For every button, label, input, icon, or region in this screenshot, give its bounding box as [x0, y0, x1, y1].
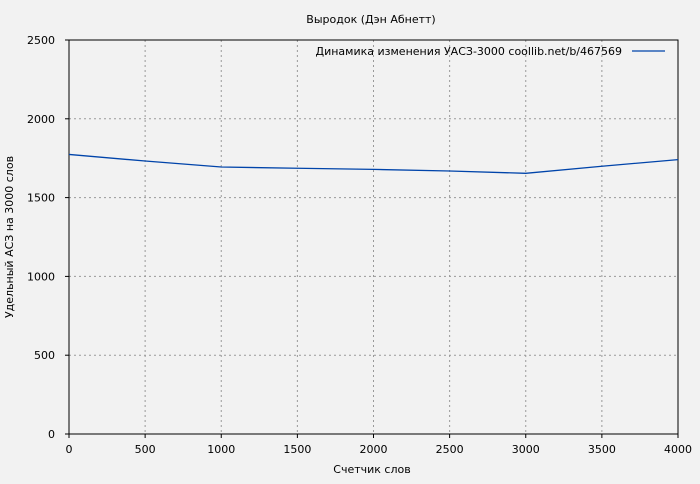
- x-tick-label: 4000: [664, 443, 692, 456]
- y-tick-label: 0: [48, 428, 55, 441]
- y-tick-label: 500: [34, 349, 55, 362]
- x-tick-label: 0: [66, 443, 73, 456]
- legend-label: Динамика изменения УАСЗ-3000 coollib.net…: [316, 45, 623, 58]
- x-tick-label: 1500: [283, 443, 311, 456]
- x-tick-label: 3500: [588, 443, 616, 456]
- x-tick-label: 2000: [360, 443, 388, 456]
- y-tick-label: 2500: [27, 34, 55, 47]
- x-tick-label: 2500: [436, 443, 464, 456]
- ticks: 0 500 1000 1500 2000 2500 3000 3500 4000 0 500 1000…: [27, 34, 692, 456]
- y-tick-label: 2000: [27, 113, 55, 126]
- grid: [69, 40, 678, 434]
- y-tick-label: 1500: [27, 192, 55, 205]
- x-axis-label: Счетчик слов: [333, 463, 410, 476]
- chart-title: Выродок (Дэн Абнетт): [306, 13, 435, 26]
- x-tick-label: 500: [135, 443, 156, 456]
- x-tick-label: 1000: [207, 443, 235, 456]
- y-axis-label: Удельный АСЗ на 3000 слов: [3, 156, 16, 318]
- y-tick-label: 1000: [27, 270, 55, 283]
- series: [68, 153, 679, 174]
- x-tick-label: 3000: [512, 443, 540, 456]
- legend: Динамика изменения УАСЗ-3000 coollib.net…: [316, 45, 665, 58]
- series-line: [68, 153, 679, 174]
